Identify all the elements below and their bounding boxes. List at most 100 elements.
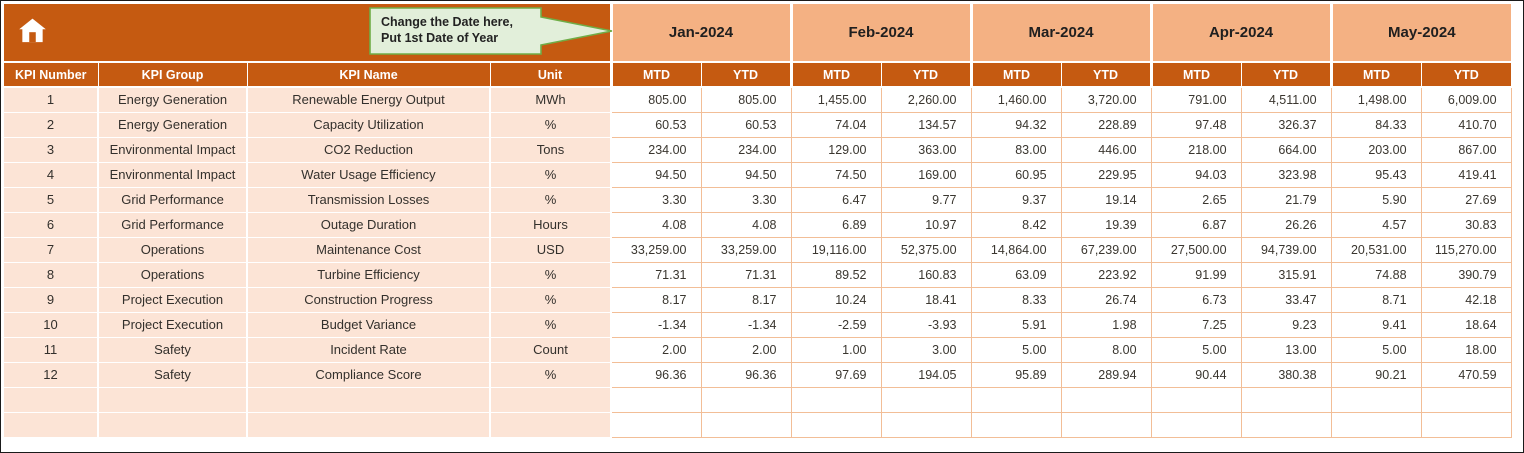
mtd-value-cell[interactable]: 97.48 bbox=[1150, 111, 1242, 138]
empty-value-cell[interactable] bbox=[1330, 386, 1422, 413]
unit-cell[interactable]: % bbox=[490, 112, 612, 138]
ytd-value-cell[interactable]: 60.53 bbox=[700, 111, 792, 138]
kpi-number-cell[interactable]: 6 bbox=[4, 212, 99, 238]
empty-value-cell[interactable] bbox=[1240, 386, 1332, 413]
kpi-name-cell[interactable]: Compliance Score bbox=[247, 362, 491, 388]
kpi-group-cell[interactable]: Grid Performance bbox=[98, 187, 248, 213]
ytd-value-cell[interactable]: 160.83 bbox=[880, 261, 972, 288]
mtd-value-cell[interactable]: 8.42 bbox=[970, 211, 1062, 238]
ytd-value-cell[interactable]: 419.41 bbox=[1420, 161, 1512, 188]
mtd-value-cell[interactable]: 74.50 bbox=[790, 161, 882, 188]
kpi-group-cell[interactable]: Project Execution bbox=[98, 287, 248, 313]
mtd-value-cell[interactable]: 33,259.00 bbox=[610, 236, 702, 263]
kpi-number-cell[interactable]: 4 bbox=[4, 162, 99, 188]
ytd-value-cell[interactable]: 446.00 bbox=[1060, 136, 1152, 163]
ytd-value-cell[interactable]: 228.89 bbox=[1060, 111, 1152, 138]
ytd-value-cell[interactable]: 33.47 bbox=[1240, 286, 1332, 313]
unit-cell[interactable]: % bbox=[490, 187, 612, 213]
mtd-value-cell[interactable]: 20,531.00 bbox=[1330, 236, 1422, 263]
ytd-value-cell[interactable]: 323.98 bbox=[1240, 161, 1332, 188]
empty-value-cell[interactable] bbox=[1420, 386, 1512, 413]
mtd-value-cell[interactable]: 805.00 bbox=[610, 86, 702, 113]
mtd-value-cell[interactable]: 94.50 bbox=[610, 161, 702, 188]
mtd-value-cell[interactable]: 89.52 bbox=[790, 261, 882, 288]
ytd-value-cell[interactable]: 115,270.00 bbox=[1420, 236, 1512, 263]
ytd-value-cell[interactable]: 26.74 bbox=[1060, 286, 1152, 313]
unit-cell[interactable]: USD bbox=[490, 237, 612, 263]
kpi-name-cell[interactable]: Turbine Efficiency bbox=[247, 262, 491, 288]
mtd-value-cell[interactable]: 8.33 bbox=[970, 286, 1062, 313]
unit-cell[interactable]: % bbox=[490, 262, 612, 288]
ytd-value-cell[interactable]: 67,239.00 bbox=[1060, 236, 1152, 263]
mtd-value-cell[interactable]: 14,864.00 bbox=[970, 236, 1062, 263]
mtd-value-cell[interactable]: 19,116.00 bbox=[790, 236, 882, 263]
ytd-value-cell[interactable]: 94,739.00 bbox=[1240, 236, 1332, 263]
kpi-name-cell[interactable]: CO2 Reduction bbox=[247, 137, 491, 163]
kpi-number-cell[interactable]: 11 bbox=[4, 337, 99, 363]
month-header-1[interactable]: Jan-2024 bbox=[609, 4, 791, 62]
mtd-value-cell[interactable]: 94.03 bbox=[1150, 161, 1242, 188]
empty-left-cell[interactable] bbox=[98, 387, 248, 413]
mtd-value-cell[interactable]: 95.43 bbox=[1330, 161, 1422, 188]
mtd-value-cell[interactable]: 5.90 bbox=[1330, 186, 1422, 213]
kpi-name-cell[interactable]: Renewable Energy Output bbox=[247, 87, 491, 113]
ytd-value-cell[interactable]: 169.00 bbox=[880, 161, 972, 188]
ytd-value-cell[interactable]: 18.41 bbox=[880, 286, 972, 313]
ytd-value-cell[interactable]: 21.79 bbox=[1240, 186, 1332, 213]
ytd-value-cell[interactable]: 26.26 bbox=[1240, 211, 1332, 238]
mtd-value-cell[interactable]: 1.00 bbox=[790, 336, 882, 363]
mtd-value-cell[interactable]: 74.88 bbox=[1330, 261, 1422, 288]
kpi-name-cell[interactable]: Capacity Utilization bbox=[247, 112, 491, 138]
mtd-value-cell[interactable]: 6.73 bbox=[1150, 286, 1242, 313]
empty-value-cell[interactable] bbox=[1060, 411, 1152, 438]
ytd-value-cell[interactable]: 380.38 bbox=[1240, 361, 1332, 388]
month-header-3[interactable]: Mar-2024 bbox=[969, 4, 1152, 62]
mtd-value-cell[interactable]: 60.95 bbox=[970, 161, 1062, 188]
ytd-value-cell[interactable]: 3.00 bbox=[880, 336, 972, 363]
mtd-value-cell[interactable]: 60.53 bbox=[610, 111, 702, 138]
empty-value-cell[interactable] bbox=[880, 386, 972, 413]
empty-value-cell[interactable] bbox=[970, 411, 1062, 438]
mtd-value-cell[interactable]: 94.32 bbox=[970, 111, 1062, 138]
ytd-value-cell[interactable]: 10.97 bbox=[880, 211, 972, 238]
mtd-value-cell[interactable]: 234.00 bbox=[610, 136, 702, 163]
empty-value-cell[interactable] bbox=[1150, 386, 1242, 413]
mtd-value-cell[interactable]: 5.00 bbox=[970, 336, 1062, 363]
ytd-value-cell[interactable]: 19.39 bbox=[1060, 211, 1152, 238]
empty-value-cell[interactable] bbox=[790, 411, 882, 438]
mtd-value-cell[interactable]: 6.47 bbox=[790, 186, 882, 213]
ytd-value-cell[interactable]: 134.57 bbox=[880, 111, 972, 138]
mtd-value-cell[interactable]: 95.89 bbox=[970, 361, 1062, 388]
mtd-value-cell[interactable]: 129.00 bbox=[790, 136, 882, 163]
mtd-value-cell[interactable]: 1,498.00 bbox=[1330, 86, 1422, 113]
ytd-value-cell[interactable]: 234.00 bbox=[700, 136, 792, 163]
mtd-value-cell[interactable]: 218.00 bbox=[1150, 136, 1242, 163]
kpi-number-cell[interactable]: 7 bbox=[4, 237, 99, 263]
ytd-value-cell[interactable]: 96.36 bbox=[700, 361, 792, 388]
ytd-value-cell[interactable]: 33,259.00 bbox=[700, 236, 792, 263]
ytd-value-cell[interactable]: 2.00 bbox=[700, 336, 792, 363]
ytd-value-cell[interactable]: -1.34 bbox=[700, 311, 792, 338]
mtd-value-cell[interactable]: 791.00 bbox=[1150, 86, 1242, 113]
unit-cell[interactable]: % bbox=[490, 162, 612, 188]
mtd-value-cell[interactable]: 6.87 bbox=[1150, 211, 1242, 238]
mtd-value-cell[interactable]: 4.08 bbox=[610, 211, 702, 238]
mtd-value-cell[interactable]: 90.44 bbox=[1150, 361, 1242, 388]
mtd-value-cell[interactable]: 5.00 bbox=[1150, 336, 1242, 363]
mtd-value-cell[interactable]: 91.99 bbox=[1150, 261, 1242, 288]
ytd-value-cell[interactable]: -3.93 bbox=[880, 311, 972, 338]
empty-value-cell[interactable] bbox=[1060, 386, 1152, 413]
ytd-value-cell[interactable]: 805.00 bbox=[700, 86, 792, 113]
ytd-value-cell[interactable]: 18.00 bbox=[1420, 336, 1512, 363]
mtd-value-cell[interactable]: 9.37 bbox=[970, 186, 1062, 213]
ytd-value-cell[interactable]: 326.37 bbox=[1240, 111, 1332, 138]
empty-left-cell[interactable] bbox=[4, 387, 99, 413]
mtd-value-cell[interactable]: 6.89 bbox=[790, 211, 882, 238]
ytd-value-cell[interactable]: 13.00 bbox=[1240, 336, 1332, 363]
ytd-value-cell[interactable]: 19.14 bbox=[1060, 186, 1152, 213]
kpi-name-cell[interactable]: Construction Progress bbox=[247, 287, 491, 313]
month-header-2[interactable]: Feb-2024 bbox=[789, 4, 972, 62]
mtd-value-cell[interactable]: 74.04 bbox=[790, 111, 882, 138]
ytd-value-cell[interactable]: 363.00 bbox=[880, 136, 972, 163]
mtd-value-cell[interactable]: 96.36 bbox=[610, 361, 702, 388]
